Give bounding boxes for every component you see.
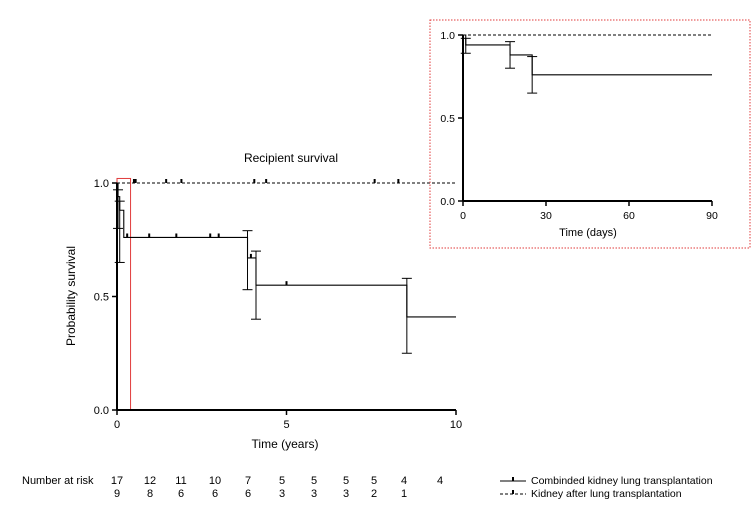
y-tick-label: 0.5 [440,113,455,125]
risk-cell: 5 [311,475,317,487]
inset-x-axis-label: Time (days) [559,227,617,239]
risk-row-kidney-after: 9 8 6 6 6 3 3 3 2 1 [114,488,407,500]
inset-chart: 0.0 0.5 1.0 0 30 60 90 Time (days) [429,19,751,249]
risk-cell: 6 [212,488,218,500]
risk-cell: 4 [401,475,407,487]
risk-cell: 6 [245,488,251,500]
survival-step-line [463,34,712,76]
x-tick-label: 5 [283,419,289,431]
risk-cell: 17 [111,475,123,487]
risk-cell: 7 [245,475,251,487]
x-tick-label: 30 [540,210,552,222]
risk-cell: 11 [175,475,186,487]
risk-cell: 8 [147,488,153,500]
y-tick-label: 1.0 [94,178,109,190]
y-tick-label: 0.0 [94,405,109,417]
y-tick-label: 0.5 [94,292,109,304]
error-bar [460,37,471,54]
error-bar [401,277,412,354]
x-tick-label: 60 [623,210,635,222]
risk-cell: 12 [144,475,156,487]
risk-cell: 9 [114,488,120,500]
risk-cell: 3 [279,488,285,500]
risk-row-combined: 17 12 11 10 7 5 5 5 5 4 4 [111,475,443,487]
legend: Combinded kidney lung transplantation Ki… [500,475,713,500]
risk-cell: 5 [343,475,349,487]
risk-cell: 10 [209,475,221,487]
error-bar [505,41,516,69]
risk-cell: 3 [311,488,317,500]
y-tick-label: 0.0 [440,196,455,208]
risk-cell: 6 [178,488,184,500]
legend-entry-combined: Combinded kidney lung transplantation [500,475,713,487]
legend-label-kidney-after: Kidney after lung transplantation [531,488,682,500]
risk-cell: 2 [371,488,377,500]
series-kidney-after-lung [117,179,456,184]
risk-table-rows: 17 12 11 10 7 5 5 5 5 4 4 9 8 6 6 6 3 3 3 2 1 [111,475,443,500]
series-combined-kidney-lung [460,34,712,94]
risk-cell: 4 [437,475,443,487]
x-tick-label: 10 [450,419,462,431]
legend-label-combined: Combinded kidney lung transplantation [531,475,713,487]
main-series-group [113,179,456,354]
number-at-risk-table: Number at risk 17 12 11 10 7 5 5 5 5 4 4 9 8 6 6 6 3 3 3 2 1 [22,475,443,500]
inset-series-group [460,34,712,94]
risk-cell: 3 [343,488,349,500]
error-bar [113,189,124,229]
survival-step-line [117,182,456,318]
error-bar [114,200,125,263]
x-tick-label: 0 [460,210,466,222]
main-axes: 0.0 0.5 1.0 0 5 10 [94,178,462,431]
inset-axes: 0.0 0.5 1.0 0 30 60 90 [440,30,718,222]
inset-border [429,19,751,249]
main-x-axis-label: Time (years) [252,437,319,451]
main-chart: Recipient survival 0.0 0.5 1.0 0 5 10 Time (y… [64,151,462,451]
x-tick-label: 0 [114,419,120,431]
error-bar [242,230,253,291]
risk-table-label: Number at risk [22,475,94,487]
risk-cell: 1 [401,488,407,500]
legend-entry-kidney-after: Kidney after lung transplantation [500,488,682,500]
x-tick-label: 90 [706,210,718,222]
y-tick-label: 1.0 [440,30,455,42]
risk-cell: 5 [279,475,285,487]
error-bar [527,56,538,94]
error-bar [250,250,261,320]
main-chart-title: Recipient survival [244,151,338,165]
main-y-axis-label: Probability survival [64,246,78,346]
series-combined-kidney-lung [113,182,456,354]
risk-cell: 5 [371,475,377,487]
